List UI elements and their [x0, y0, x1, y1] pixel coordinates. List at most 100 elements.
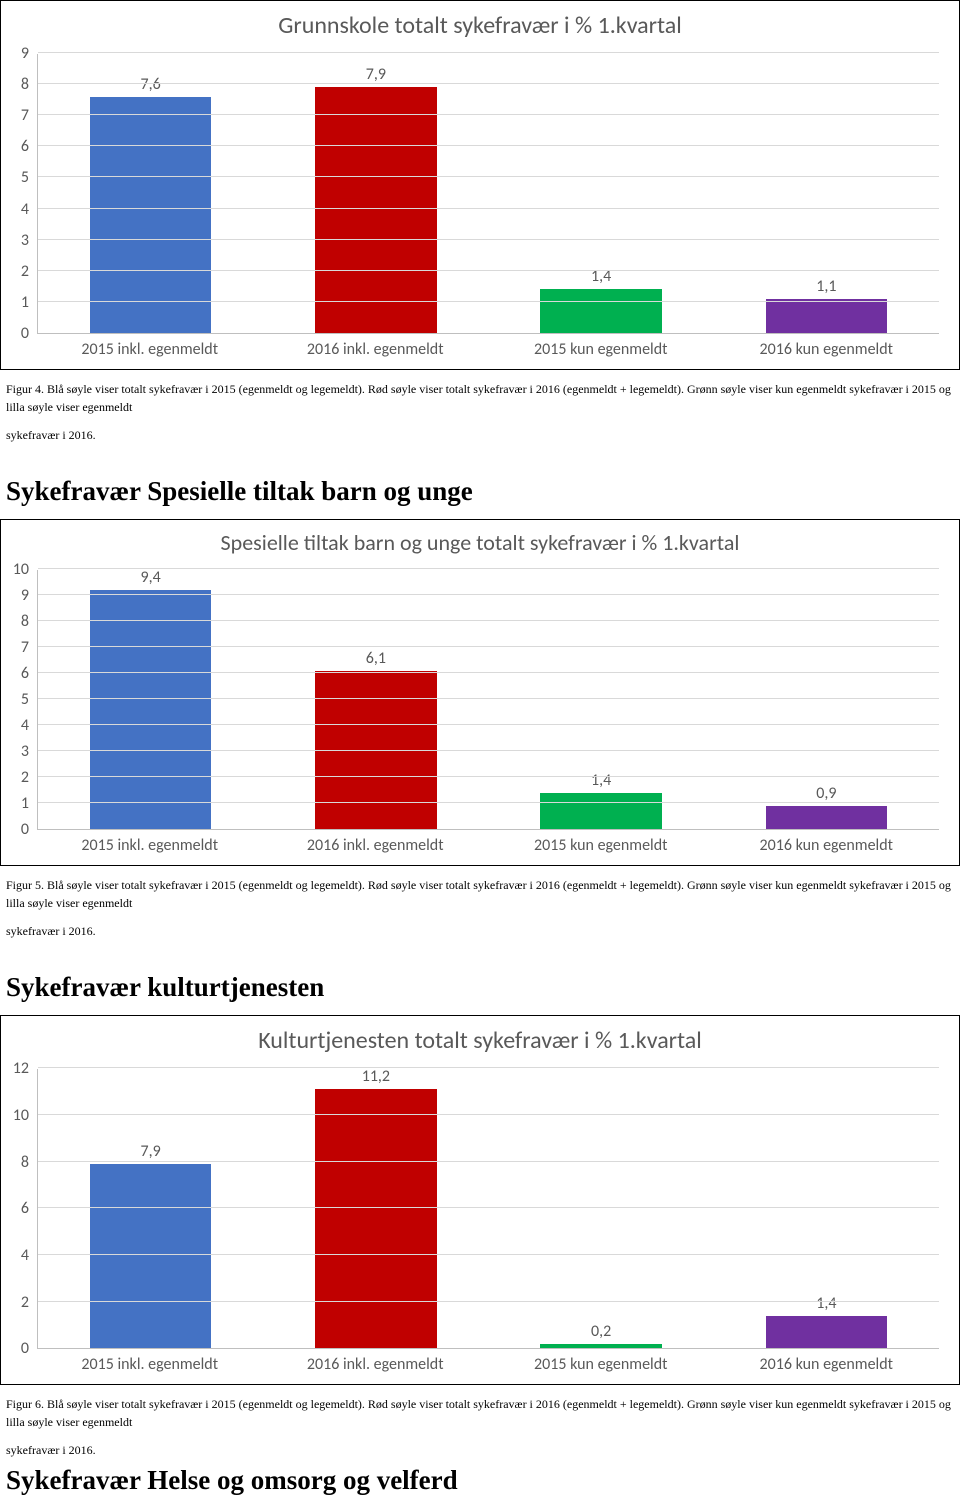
chart-title: Kulturtjenesten totalt sykefravær i % 1.…: [1, 1016, 959, 1069]
x-axis-label: 2016 kun egenmeldt: [714, 1355, 940, 1374]
gridline: [38, 114, 939, 115]
bar-slot: 0,9: [714, 570, 939, 829]
gridline: [38, 672, 939, 673]
x-axis-label: 2016 inkl. egenmeldt: [263, 1355, 489, 1374]
chart-title-text: Kulturtjenesten totalt sykefravær i % 1.…: [258, 1026, 702, 1055]
bar: [540, 289, 662, 333]
gridline: [38, 239, 939, 240]
gridline: [38, 776, 939, 777]
bars-container: 7,911,20,21,4: [38, 1069, 939, 1348]
section-heading-helse: Sykefravær Helse og omsorg og velferd: [0, 1463, 960, 1502]
gridline: [38, 646, 939, 647]
y-tick-label: 1: [21, 295, 29, 311]
bar: [315, 87, 437, 333]
x-axis-label: 2016 inkl. egenmeldt: [263, 340, 489, 359]
chart-title: Grunnskole totalt sykefravær i % 1.kvart…: [1, 1, 959, 54]
y-tick-label: 8: [21, 77, 29, 93]
y-tick-label: 6: [21, 1201, 29, 1217]
caption-text-line2: sykefravær i 2016.: [6, 426, 954, 444]
y-axis: 0123456789: [11, 54, 37, 334]
bar-slot: 1,4: [714, 1069, 939, 1348]
bar-slot: 1,4: [489, 54, 714, 333]
x-axis: 2015 inkl. egenmeldt2016 inkl. egenmeldt…: [1, 334, 959, 369]
bar-slot: 7,9: [38, 1069, 263, 1348]
bar-value-label: 1,4: [591, 269, 611, 285]
y-tick-label: 4: [21, 1248, 29, 1264]
y-axis: 024681012: [11, 1069, 37, 1349]
gridline: [38, 301, 939, 302]
gridline: [38, 83, 939, 84]
y-tick-label: 2: [21, 1295, 29, 1311]
figure-caption-4: Figur 4. Blå søyle viser totalt sykefrav…: [0, 378, 960, 448]
gridline: [38, 1207, 939, 1208]
y-tick-label: 9: [21, 46, 29, 62]
gridline: [38, 750, 939, 751]
gridline: [38, 802, 939, 803]
y-tick-label: 0: [21, 822, 29, 838]
y-tick-label: 2: [21, 770, 29, 786]
x-axis-label: 2016 kun egenmeldt: [714, 340, 940, 359]
y-tick-label: 3: [21, 744, 29, 760]
plot-area: 7,6 7,9 1,4 1,1: [37, 54, 939, 334]
figure-caption-6: Figur 6. Blå søyle viser totalt sykefrav…: [0, 1393, 960, 1463]
chart-title: Spesielle tiltak barn og unge totalt syk…: [1, 520, 959, 570]
bar: [90, 97, 212, 333]
y-tick-label: 5: [21, 692, 29, 708]
gridline: [38, 1254, 939, 1255]
bar-value-label: 0,9: [816, 786, 836, 802]
y-axis: 012345678910: [11, 570, 37, 830]
gridline: [38, 1067, 939, 1068]
gridline: [38, 594, 939, 595]
gridline: [38, 724, 939, 725]
bar-value-label: 6,1: [366, 651, 386, 667]
x-axis-label: 2015 inkl. egenmeldt: [37, 836, 263, 855]
y-tick-label: 7: [21, 108, 29, 124]
gridline: [38, 270, 939, 271]
y-tick-label: 5: [21, 170, 29, 186]
y-tick-label: 10: [13, 1108, 29, 1124]
x-axis: 2015 inkl. egenmeldt2016 inkl. egenmeldt…: [1, 1349, 959, 1384]
caption-text-line2: sykefravær i 2016.: [6, 1441, 954, 1459]
bar-value-label: 9,4: [141, 570, 161, 586]
gridline: [38, 620, 939, 621]
bar-value-label: 7,6: [141, 77, 161, 93]
chart-title-text: Grunnskole totalt sykefravær i % 1.kvart…: [278, 11, 682, 40]
plot-area: 9,46,11,40,9: [37, 570, 939, 830]
gridline: [38, 208, 939, 209]
bar: [540, 793, 662, 829]
bar: [315, 1089, 437, 1348]
bar-value-label: 1,1: [816, 279, 836, 295]
gridline: [38, 52, 939, 53]
y-tick-label: 8: [21, 614, 29, 630]
y-tick-label: 4: [21, 718, 29, 734]
y-tick-label: 8: [21, 1155, 29, 1171]
y-tick-label: 4: [21, 202, 29, 218]
y-tick-label: 12: [13, 1061, 29, 1077]
y-tick-label: 1: [21, 796, 29, 812]
y-tick-label: 9: [21, 588, 29, 604]
y-tick-label: 10: [13, 562, 29, 578]
bar: [540, 1344, 662, 1349]
bar: [766, 299, 888, 333]
bar-value-label: 7,9: [366, 67, 386, 83]
bar-value-label: 0,2: [591, 1324, 611, 1340]
chart-plot-row: 0123456789 7,67,91,41,1: [1, 54, 959, 334]
bars-container: 9,46,11,40,9: [38, 570, 939, 829]
bar-slot: 0,2: [489, 1069, 714, 1348]
x-axis-label: 2015 inkl. egenmeldt: [37, 340, 263, 359]
bar-slot: 7,9: [263, 54, 488, 333]
chart-kultur: Kulturtjenesten totalt sykefravær i % 1.…: [0, 1015, 960, 1385]
x-axis-label: 2015 kun egenmeldt: [488, 836, 714, 855]
figure-caption-5: Figur 5. Blå søyle viser totalt sykefrav…: [0, 874, 960, 944]
chart-plot-row: 012345678910 9,46,11,40,9: [1, 570, 959, 830]
plot-area: 7,911,20,21,4: [37, 1069, 939, 1349]
x-axis-label: 2015 inkl. egenmeldt: [37, 1355, 263, 1374]
chart-grunnskole: Grunnskole totalt sykefravær i % 1.kvart…: [0, 0, 960, 370]
bar-slot: 9,4: [38, 570, 263, 829]
section-heading-spesielle: Sykefravær Spesielle tiltak barn og unge: [0, 448, 960, 519]
caption-text-line1: Figur 6. Blå søyle viser totalt sykefrav…: [6, 1397, 951, 1429]
y-tick-label: 2: [21, 264, 29, 280]
bar: [766, 806, 888, 829]
bar-slot: 6,1: [263, 570, 488, 829]
bars-container: 7,6 7,9 1,4 1,1: [38, 54, 939, 333]
